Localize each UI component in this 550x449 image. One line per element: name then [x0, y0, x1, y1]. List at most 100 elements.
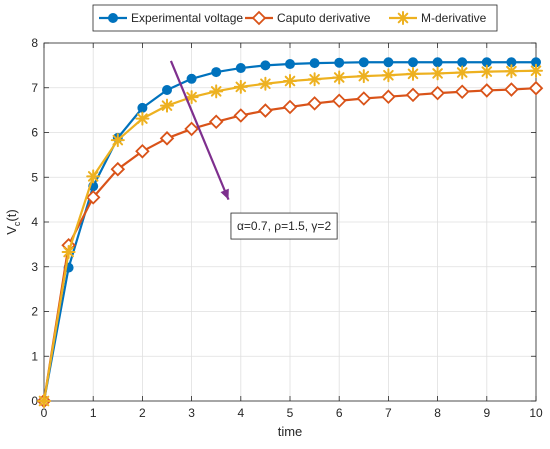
y-axis-label-subscript: c	[12, 221, 22, 226]
m-derivative-point	[455, 65, 470, 80]
y-tick-label: 0	[31, 394, 38, 408]
caputo-derivative-point	[381, 89, 396, 104]
m-derivative-point	[356, 69, 371, 84]
asterisk-stroke	[260, 78, 271, 90]
y-tick-label: 8	[31, 36, 38, 50]
asterisk-stroke	[506, 65, 517, 77]
caputo-derivative-point	[504, 82, 519, 97]
caputo-derivative-point	[258, 103, 273, 118]
m-derivative-point	[110, 133, 125, 148]
asterisk-stroke	[407, 68, 419, 80]
experimental-voltage-point	[457, 57, 468, 68]
x-axis-label: time	[278, 424, 303, 439]
annotation-arrow-head	[220, 188, 229, 200]
caputo-derivative-point	[479, 83, 495, 98]
legend-label: Caputo derivative	[277, 11, 371, 25]
legend-item-experimental-voltage: Experimental voltage	[99, 11, 243, 25]
caputo-derivative-point	[528, 80, 544, 96]
caputo-derivative-point	[208, 114, 224, 130]
m-derivative-point	[86, 169, 101, 184]
experimental-voltage-point	[285, 59, 295, 70]
m-derivative-point	[381, 68, 396, 83]
experimental-voltage-point	[383, 57, 394, 68]
legend-item-caputo-derivative: Caputo derivative	[245, 10, 371, 26]
m-derivative-point	[37, 394, 51, 408]
m-derivative-series	[37, 63, 543, 408]
asterisk-stroke	[333, 72, 345, 83]
caputo-derivative-point	[233, 108, 249, 123]
caputo-derivative-point	[282, 99, 298, 115]
m-derivative-point	[233, 79, 248, 94]
asterisk-stroke	[397, 12, 409, 24]
asterisk-stroke	[383, 69, 394, 81]
caputo-derivative-point	[85, 190, 101, 205]
asterisk-stroke	[210, 86, 222, 97]
asterisk-stroke	[456, 67, 468, 78]
experimental-voltage-point	[137, 102, 148, 113]
x-tick-label: 8	[434, 406, 441, 420]
caputo-derivative-point	[454, 84, 470, 100]
asterisk-stroke	[186, 91, 197, 103]
y-axis-label-main: V	[4, 226, 19, 235]
caputo-derivative-point	[430, 85, 445, 101]
series-group	[36, 57, 544, 409]
caputo-derivative-point	[184, 121, 199, 137]
y-tick-label: 3	[31, 260, 38, 274]
x-tick-label: 5	[287, 406, 294, 420]
asterisk-stroke	[235, 81, 247, 93]
y-tick-label: 4	[31, 215, 38, 229]
x-tick-label: 4	[237, 406, 244, 420]
y-tick-label: 5	[31, 170, 38, 184]
asterisk-stroke	[161, 100, 173, 111]
y-tick-label: 1	[31, 349, 38, 363]
y-axis-label-suffix: (t)	[4, 209, 19, 221]
m-derivative-point	[479, 64, 494, 79]
asterisk-stroke	[38, 395, 50, 407]
experimental-voltage-point	[334, 57, 345, 68]
annotation-arrow-line	[169, 60, 230, 201]
legend-swatch-marker	[251, 10, 267, 26]
caputo-derivative-point	[331, 93, 347, 109]
annotation: α=0.7, ρ=1.5, γ=2	[169, 60, 338, 240]
experimental-voltage-point	[309, 58, 320, 69]
experimental-voltage-point	[432, 57, 443, 68]
m-derivative-point	[209, 84, 224, 99]
m-derivative-point	[529, 63, 543, 78]
asterisk-stroke	[112, 134, 124, 146]
annotation-text: α=0.7, ρ=1.5, γ=2	[237, 219, 331, 233]
asterisk-stroke	[481, 66, 493, 77]
asterisk-stroke	[432, 68, 443, 79]
legend: Experimental voltage Caputo derivative M-d…	[92, 4, 498, 32]
experimental-voltage-point	[186, 73, 197, 84]
legend-label: Experimental voltage	[131, 11, 243, 25]
asterisk-stroke	[530, 65, 542, 77]
asterisk-stroke	[358, 70, 370, 82]
x-tick-label: 2	[139, 406, 146, 420]
asterisk-stroke	[63, 246, 74, 258]
experimental-voltage-point	[358, 57, 369, 68]
annotation-box	[230, 212, 338, 240]
x-tick-label: 7	[385, 406, 392, 420]
caputo-derivative-point	[159, 131, 175, 146]
experimental-voltage-point	[211, 67, 222, 78]
asterisk-stroke	[137, 113, 148, 124]
legend-box	[92, 4, 498, 32]
m-derivative-point	[430, 66, 445, 81]
legend-item-m-derivative: M-derivative	[389, 11, 487, 25]
x-tick-label: 9	[483, 406, 490, 420]
m-derivative-point	[406, 66, 420, 81]
m-derivative-point	[307, 72, 322, 87]
experimental-voltage-point	[235, 63, 246, 74]
axis-ticks: 0 1 2 3 4 5 6 7 8 9 10 0 1 2 3 4 5 6 7 8	[31, 36, 543, 420]
m-derivative-point	[332, 70, 347, 85]
y-tick-label: 2	[31, 305, 38, 319]
caputo-derivative-point	[405, 87, 421, 103]
x-tick-label: 6	[336, 406, 343, 420]
experimental-voltage-point	[162, 84, 172, 95]
m-derivative-point	[283, 74, 297, 89]
legend-swatch-marker	[108, 13, 118, 23]
m-derivative-point	[160, 98, 174, 113]
legend-label: M-derivative	[421, 11, 487, 25]
